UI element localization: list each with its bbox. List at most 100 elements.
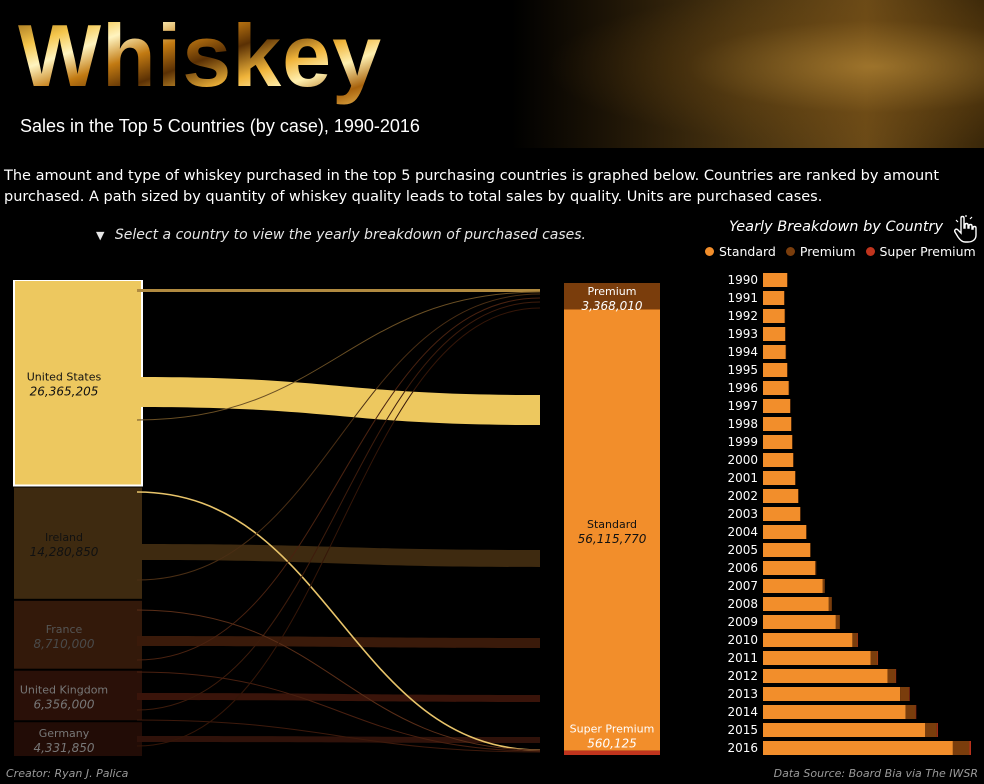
bar-segment-standard[interactable] — [763, 435, 793, 449]
bar-segment-standard[interactable] — [763, 579, 823, 593]
country-node-united-kingdom[interactable] — [14, 670, 142, 721]
bar-segment-standard[interactable] — [763, 291, 785, 305]
year-label: 2007 — [727, 579, 758, 593]
year-label: 2011 — [727, 651, 758, 665]
bar-segment-premium[interactable] — [784, 309, 786, 323]
flow-line — [136, 719, 541, 753]
bar-segment-standard[interactable] — [763, 471, 796, 485]
year-label: 1996 — [727, 381, 758, 395]
quality-value: 560,125 — [587, 737, 637, 751]
country-label: United States — [27, 371, 102, 384]
bar-segment-premium[interactable] — [952, 741, 970, 755]
bar-segment-super-premium[interactable] — [895, 669, 897, 683]
country-node-france[interactable] — [14, 600, 142, 669]
bar-segment-standard[interactable] — [763, 633, 853, 647]
bar-segment-premium[interactable] — [787, 363, 788, 377]
bar-segment-super-premium[interactable] — [936, 723, 938, 737]
bar-segment-premium[interactable] — [785, 327, 786, 341]
legend-item-premium[interactable]: Premium — [785, 244, 856, 259]
bar-segment-standard[interactable] — [763, 273, 788, 287]
year-label: 2004 — [727, 525, 758, 539]
bar-segment-premium[interactable] — [900, 687, 910, 701]
bar-segment-super-premium[interactable] — [969, 741, 971, 755]
bar-segment-premium[interactable] — [795, 471, 796, 485]
bar-segment-standard[interactable] — [763, 741, 953, 755]
bar-segment-premium[interactable] — [787, 273, 788, 287]
bar-segment-standard[interactable] — [763, 669, 888, 683]
flow-band — [137, 693, 540, 702]
quality-node-standard[interactable] — [564, 309, 660, 751]
creator-credit: Creator: Ryan J. Palica — [6, 767, 129, 780]
legend-label-super-premium: Super Premium — [879, 244, 976, 259]
year-label: 2002 — [727, 489, 758, 503]
country-node-united-states[interactable] — [13, 280, 143, 487]
bar-segment-premium[interactable] — [852, 633, 858, 647]
pointer-hand-icon[interactable] — [952, 214, 980, 244]
bar-segment-premium[interactable] — [791, 417, 792, 431]
bar-segment-super-premium[interactable] — [877, 651, 879, 665]
year-label: 1993 — [727, 327, 758, 341]
bar-segment-super-premium[interactable] — [857, 633, 858, 647]
bar-segment-premium[interactable] — [788, 381, 790, 395]
bar-segment-standard[interactable] — [763, 345, 786, 359]
bar-segment-standard[interactable] — [763, 453, 794, 467]
bar-segment-standard[interactable] — [763, 543, 811, 557]
bar-segment-standard[interactable] — [763, 705, 906, 719]
bar-segment-premium[interactable] — [784, 291, 785, 305]
bar-segment-premium[interactable] — [798, 489, 799, 503]
bar-segment-standard[interactable] — [763, 651, 871, 665]
bar-segment-premium[interactable] — [925, 723, 937, 737]
bar-segment-premium[interactable] — [887, 669, 896, 683]
bar-segment-premium[interactable] — [790, 399, 791, 413]
bar-segment-premium[interactable] — [822, 579, 825, 593]
country-label: France — [46, 623, 83, 636]
quality-label: Premium — [588, 285, 637, 298]
bar-segment-standard[interactable] — [763, 327, 786, 341]
bar-segment-premium[interactable] — [835, 615, 840, 629]
bar-segment-standard[interactable] — [763, 525, 807, 539]
bar-segment-premium[interactable] — [785, 345, 787, 359]
bar-segment-super-premium[interactable] — [915, 705, 917, 719]
year-label: 2013 — [727, 687, 758, 701]
legend-item-super-premium[interactable]: Super Premium — [865, 244, 976, 259]
bar-segment-premium[interactable] — [800, 507, 801, 521]
legend-item-standard[interactable]: Standard — [705, 244, 776, 259]
quality-node-super-premium[interactable] — [564, 750, 660, 755]
year-label: 2014 — [727, 705, 758, 719]
bar-segment-premium[interactable] — [792, 435, 793, 449]
country-value: 14,280,850 — [30, 545, 99, 559]
quality-node-premium[interactable] — [564, 283, 660, 310]
caret-down-icon: ▼ — [96, 229, 105, 242]
data-source: Data Source: Board Bia via The IWSR — [773, 767, 978, 780]
quality-value: 3,368,010 — [581, 299, 642, 313]
bar-segment-standard[interactable] — [763, 399, 791, 413]
bar-segment-premium[interactable] — [815, 561, 817, 575]
country-label: United Kingdom — [20, 683, 108, 696]
year-label: 1991 — [727, 291, 758, 305]
bar-segment-standard[interactable] — [763, 381, 789, 395]
bar-segment-standard[interactable] — [763, 417, 792, 431]
flow-band — [137, 289, 540, 292]
bar-segment-standard[interactable] — [763, 363, 788, 377]
country-label: Ireland — [45, 531, 83, 544]
bar-segment-standard[interactable] — [763, 615, 836, 629]
bar-segment-premium[interactable] — [905, 705, 916, 719]
quality-label: Standard — [587, 518, 637, 531]
yearly-bar-chart: 1990 1991 1992 1993 1994 1995 1996 1997 1998 1999… — [727, 273, 971, 755]
country-node-germany[interactable] — [14, 722, 142, 756]
yearly-legend: Standard Premium Super Premium — [705, 244, 976, 259]
bar-segment-standard[interactable] — [763, 723, 926, 737]
bar-segment-super-premium[interactable] — [909, 687, 910, 701]
bar-segment-premium[interactable] — [828, 597, 832, 611]
bar-segment-standard[interactable] — [763, 489, 799, 503]
bar-segment-standard[interactable] — [763, 309, 785, 323]
bar-segment-premium[interactable] — [793, 453, 794, 467]
bar-segment-standard[interactable] — [763, 561, 816, 575]
country-node-ireland[interactable] — [14, 487, 142, 599]
bar-segment-premium[interactable] — [870, 651, 878, 665]
bar-segment-premium[interactable] — [810, 543, 811, 557]
bar-segment-standard[interactable] — [763, 687, 901, 701]
bar-segment-standard[interactable] — [763, 597, 829, 611]
bar-segment-standard[interactable] — [763, 507, 801, 521]
bar-segment-premium[interactable] — [806, 525, 807, 539]
